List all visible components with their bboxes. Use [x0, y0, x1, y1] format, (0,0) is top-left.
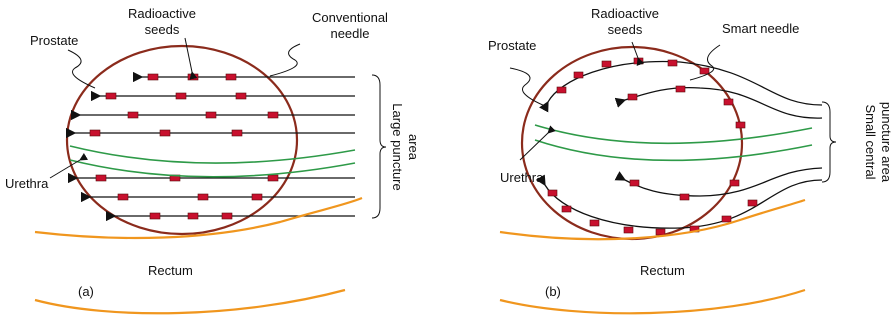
bracket — [372, 75, 386, 218]
label: Radioactive — [591, 6, 659, 21]
pointer — [510, 68, 545, 106]
label: seeds — [608, 22, 643, 37]
label: Radioactive — [128, 6, 196, 21]
prostate — [67, 46, 297, 234]
urethra-line — [70, 146, 355, 163]
diagram: Radioactive seeds Conventional needle Pr… — [0, 0, 894, 324]
label: needle — [330, 26, 369, 41]
label: Conventional — [312, 10, 388, 25]
label: (b) — [545, 284, 561, 299]
needles — [75, 77, 355, 216]
panel-b: Radioactive seeds Smart needle Prostate … — [488, 6, 894, 313]
bracket — [822, 102, 836, 182]
label: Prostate — [30, 33, 78, 48]
label: Small central — [863, 104, 878, 179]
panel-a: Radioactive seeds Conventional needle Pr… — [5, 6, 421, 313]
label: Large puncture — [390, 103, 405, 190]
label: puncture area — [879, 102, 894, 183]
label: (a) — [78, 284, 94, 299]
label: Smart needle — [722, 21, 799, 36]
pointer — [270, 44, 300, 76]
pointer — [690, 45, 720, 80]
label: Rectum — [640, 263, 685, 278]
rectum-line — [500, 200, 805, 239]
label: area — [406, 134, 421, 161]
prostate — [522, 47, 742, 239]
seeds — [548, 58, 757, 235]
label: seeds — [145, 22, 180, 37]
label: Rectum — [148, 263, 193, 278]
label: Prostate — [488, 38, 536, 53]
urethra-line — [535, 125, 812, 143]
label: Urethra — [500, 170, 544, 185]
label: Urethra — [5, 176, 49, 191]
